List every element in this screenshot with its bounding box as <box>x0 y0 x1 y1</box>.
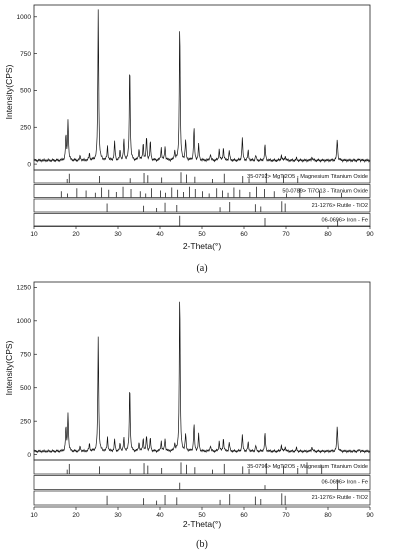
panel-b-diffraction-curve <box>33 301 371 454</box>
panel-b-x-tick-label: 40 <box>156 512 164 519</box>
panel-b-x-ticks: 10 20 30 40 50 60 70 80 90 <box>30 506 374 519</box>
panel-b-y-tick-label: 250 <box>20 418 31 425</box>
panel-b-y-tick-label: 500 <box>20 385 31 392</box>
panel-a-reference-box <box>33 213 371 227</box>
panel-b-y-ticks: 0 250 500 750 1000 1250 <box>17 285 37 459</box>
panel-a-reference-box <box>33 184 371 198</box>
panel-a-reference-box <box>33 169 371 184</box>
panel-a-x-tick-label: 80 <box>324 231 332 238</box>
panel-a-x-tick-label: 60 <box>240 231 248 238</box>
panel-b-reference-box <box>33 490 371 506</box>
panel-b-y-tick-label: 750 <box>20 351 31 358</box>
panel-b-y-tick-label: 1000 <box>17 318 32 325</box>
panel-b-reference-label: 35-0796> MgTi2O5 - Magnesium Titanium Ox… <box>247 464 368 470</box>
panel-a-reference-label: 21-1276> Rutile - TiO2 <box>312 203 368 209</box>
panel-a-y-tick-label: 500 <box>20 88 31 95</box>
panel-b-x-tick-label: 90 <box>366 512 374 519</box>
panel-a-reference-box <box>33 198 371 213</box>
panel-b-reference-boxes: 35-0796> MgTi2O5 - Magnesium Titanium Ox… <box>33 459 371 506</box>
panel-b-reference-box <box>33 475 371 490</box>
panel-b-x-tick-label: 60 <box>240 512 248 519</box>
panel-a-y-tick-label: 1000 <box>17 14 32 21</box>
panel-a-y-tick-label: 250 <box>20 124 31 131</box>
panel-b-x-tick-label: 20 <box>72 512 80 519</box>
panel-a-x-tick-label: 90 <box>366 231 374 238</box>
panel-a-x-tick-label: 70 <box>282 231 290 238</box>
panel-a-x-tick-label: 20 <box>72 231 80 238</box>
panel-b-y-tick-label: 1250 <box>17 285 32 292</box>
panel-a-x-tick-label: 30 <box>114 231 122 238</box>
panel-a-x-ticks: 10 20 30 40 50 60 70 80 90 <box>30 225 374 238</box>
panel-a-y-ticks: 0 250 500 750 1000 <box>17 14 37 168</box>
panel-b-reference-label: 21-1276> Rutile - TiO2 <box>312 495 368 501</box>
panel-b-x-tick-label: 50 <box>198 512 206 519</box>
panel-b-y-tick-label: 0 <box>27 452 31 459</box>
panel-a-diffraction-curve <box>33 9 371 163</box>
panel-b: Intensity(CPS) 35-0796> MgTi2O5 - Magnes… <box>4 281 374 550</box>
panel-b-plot-frame <box>33 281 371 461</box>
panel-a-y-tick-label: 0 <box>27 161 31 168</box>
panel-b-reference-label: 06-0696> Iron - Fe <box>322 480 369 486</box>
panel-b-x-axis-label: 2-Theta(°) <box>183 519 222 529</box>
panel-a-reference-label: 50-0789> Ti7O13 - Titanium Oxide <box>282 189 368 195</box>
panel-a-x-tick-label: 40 <box>156 231 164 238</box>
panel-a-label: (a) <box>196 263 207 274</box>
panel-b-x-tick-label: 30 <box>114 512 122 519</box>
panel-a-reference-label: 35-0792> MgTi2O5 - Magnesium Titanium Ox… <box>247 174 368 180</box>
panel-a-x-axis-label: 2-Theta(°) <box>183 241 222 251</box>
panel-b-x-tick-label: 80 <box>324 512 332 519</box>
panel-a-y-axis-label: Intensity(CPS) <box>4 64 14 119</box>
panel-a-plot-frame <box>33 4 371 171</box>
panel-b-label: (b) <box>196 539 208 550</box>
panel-a-reference-boxes: 35-0792> MgTi2O5 - Magnesium Titanium Ox… <box>33 169 371 227</box>
panel-a-y-tick-label: 750 <box>20 51 31 58</box>
panel-b-y-axis-label: Intensity(CPS) <box>4 340 14 395</box>
panel-b-reference-box <box>33 459 371 475</box>
panel-a-reference-label: 06-0696> Iron - Fe <box>322 218 369 224</box>
panel-a: Intensity(CPS) 35-0792> MgTi2O5 - Magnes… <box>4 4 374 274</box>
panel-a-x-tick-label: 10 <box>30 231 38 238</box>
panel-b-x-tick-label: 70 <box>282 512 290 519</box>
panel-a-x-tick-label: 50 <box>198 231 206 238</box>
panel-b-x-tick-label: 10 <box>30 512 38 519</box>
